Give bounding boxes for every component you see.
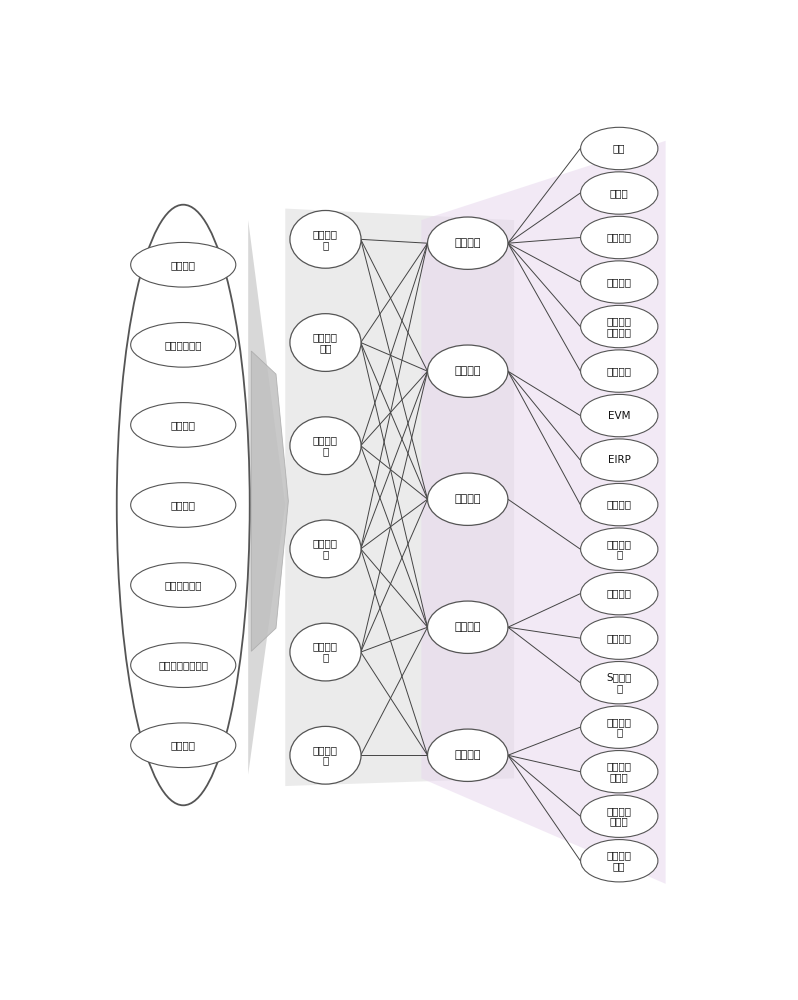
Text: 频谱畸变: 频谱畸变 [171, 260, 196, 270]
Ellipse shape [131, 403, 236, 447]
Ellipse shape [428, 217, 508, 269]
Text: 载波相位: 载波相位 [606, 277, 632, 287]
Text: 干扰、杂散、噪声: 干扰、杂散、噪声 [158, 660, 208, 670]
Text: 码片波形畸变: 码片波形畸变 [164, 340, 202, 350]
Ellipse shape [581, 350, 658, 392]
Ellipse shape [581, 795, 658, 837]
Text: 相关函数: 相关函数 [606, 589, 632, 599]
Ellipse shape [581, 572, 658, 615]
Text: 码元相位: 码元相位 [606, 366, 632, 376]
Ellipse shape [581, 216, 658, 259]
Ellipse shape [581, 261, 658, 303]
Text: 码间串扰: 码间串扰 [171, 420, 196, 430]
Ellipse shape [581, 751, 658, 793]
Ellipse shape [581, 840, 658, 882]
Text: 指向稳定
性: 指向稳定 性 [313, 745, 338, 766]
Ellipse shape [131, 723, 236, 768]
Text: 频谱特性: 频谱特性 [606, 500, 632, 510]
Ellipse shape [581, 706, 658, 748]
Text: 载波相位
稳定性: 载波相位 稳定性 [606, 761, 632, 782]
Polygon shape [251, 351, 288, 651]
Text: 调制特性: 调制特性 [455, 494, 481, 504]
Ellipse shape [581, 394, 658, 437]
Ellipse shape [428, 601, 508, 653]
Text: 增益稳定
性: 增益稳定 性 [313, 229, 338, 250]
Text: 群时延稳
定性: 群时延稳 定性 [313, 332, 338, 353]
Ellipse shape [290, 417, 361, 475]
Ellipse shape [581, 483, 658, 526]
Polygon shape [248, 220, 285, 774]
Polygon shape [285, 209, 514, 786]
Ellipse shape [290, 210, 361, 268]
Text: 码元波形: 码元波形 [606, 233, 632, 243]
Ellipse shape [428, 345, 508, 397]
Text: EVM: EVM [608, 411, 630, 421]
Ellipse shape [581, 439, 658, 481]
Ellipse shape [581, 305, 658, 348]
Text: EIRP: EIRP [608, 455, 630, 465]
Ellipse shape [290, 314, 361, 371]
Text: 相位稳定
性: 相位稳定 性 [313, 435, 338, 456]
Text: 测距特性: 测距特性 [455, 750, 481, 760]
Text: 多径畸变: 多径畸变 [171, 500, 196, 510]
Text: 相关损耗: 相关损耗 [606, 633, 632, 643]
Text: 多普勒频
移: 多普勒频 移 [606, 539, 632, 560]
Ellipse shape [131, 483, 236, 527]
Ellipse shape [131, 563, 236, 607]
Text: 频率稳定
性: 频率稳定 性 [313, 642, 338, 662]
Text: 测距码相
干性: 测距码相 干性 [606, 850, 632, 871]
Text: 码元过渡
瞬态特性: 码元过渡 瞬态特性 [606, 316, 632, 337]
Ellipse shape [290, 726, 361, 784]
Text: 频域特性: 频域特性 [455, 366, 481, 376]
Ellipse shape [581, 662, 658, 704]
Ellipse shape [581, 528, 658, 570]
Ellipse shape [428, 473, 508, 525]
Ellipse shape [581, 127, 658, 170]
Text: 其他畸变: 其他畸变 [171, 740, 196, 750]
Text: S曲线偏
差: S曲线偏 差 [606, 672, 632, 693]
Ellipse shape [131, 323, 236, 367]
Ellipse shape [117, 205, 250, 805]
Ellipse shape [290, 520, 361, 578]
Text: 相关特性: 相关特性 [455, 622, 481, 632]
Text: 时域特性: 时域特性 [455, 238, 481, 248]
Polygon shape [421, 141, 666, 884]
Ellipse shape [581, 617, 658, 659]
Ellipse shape [290, 623, 361, 681]
Ellipse shape [131, 643, 236, 687]
Ellipse shape [428, 729, 508, 781]
Ellipse shape [131, 242, 236, 287]
Text: 码与载波
相干性: 码与载波 相干性 [606, 806, 632, 827]
Text: 伪距稳定
性: 伪距稳定 性 [606, 717, 632, 738]
Text: 相位噪声畸变: 相位噪声畸变 [164, 580, 202, 590]
Text: 时间稳定
性: 时间稳定 性 [313, 538, 338, 559]
Text: 星座图: 星座图 [610, 188, 629, 198]
Ellipse shape [581, 172, 658, 214]
Text: 眼图: 眼图 [613, 143, 626, 153]
